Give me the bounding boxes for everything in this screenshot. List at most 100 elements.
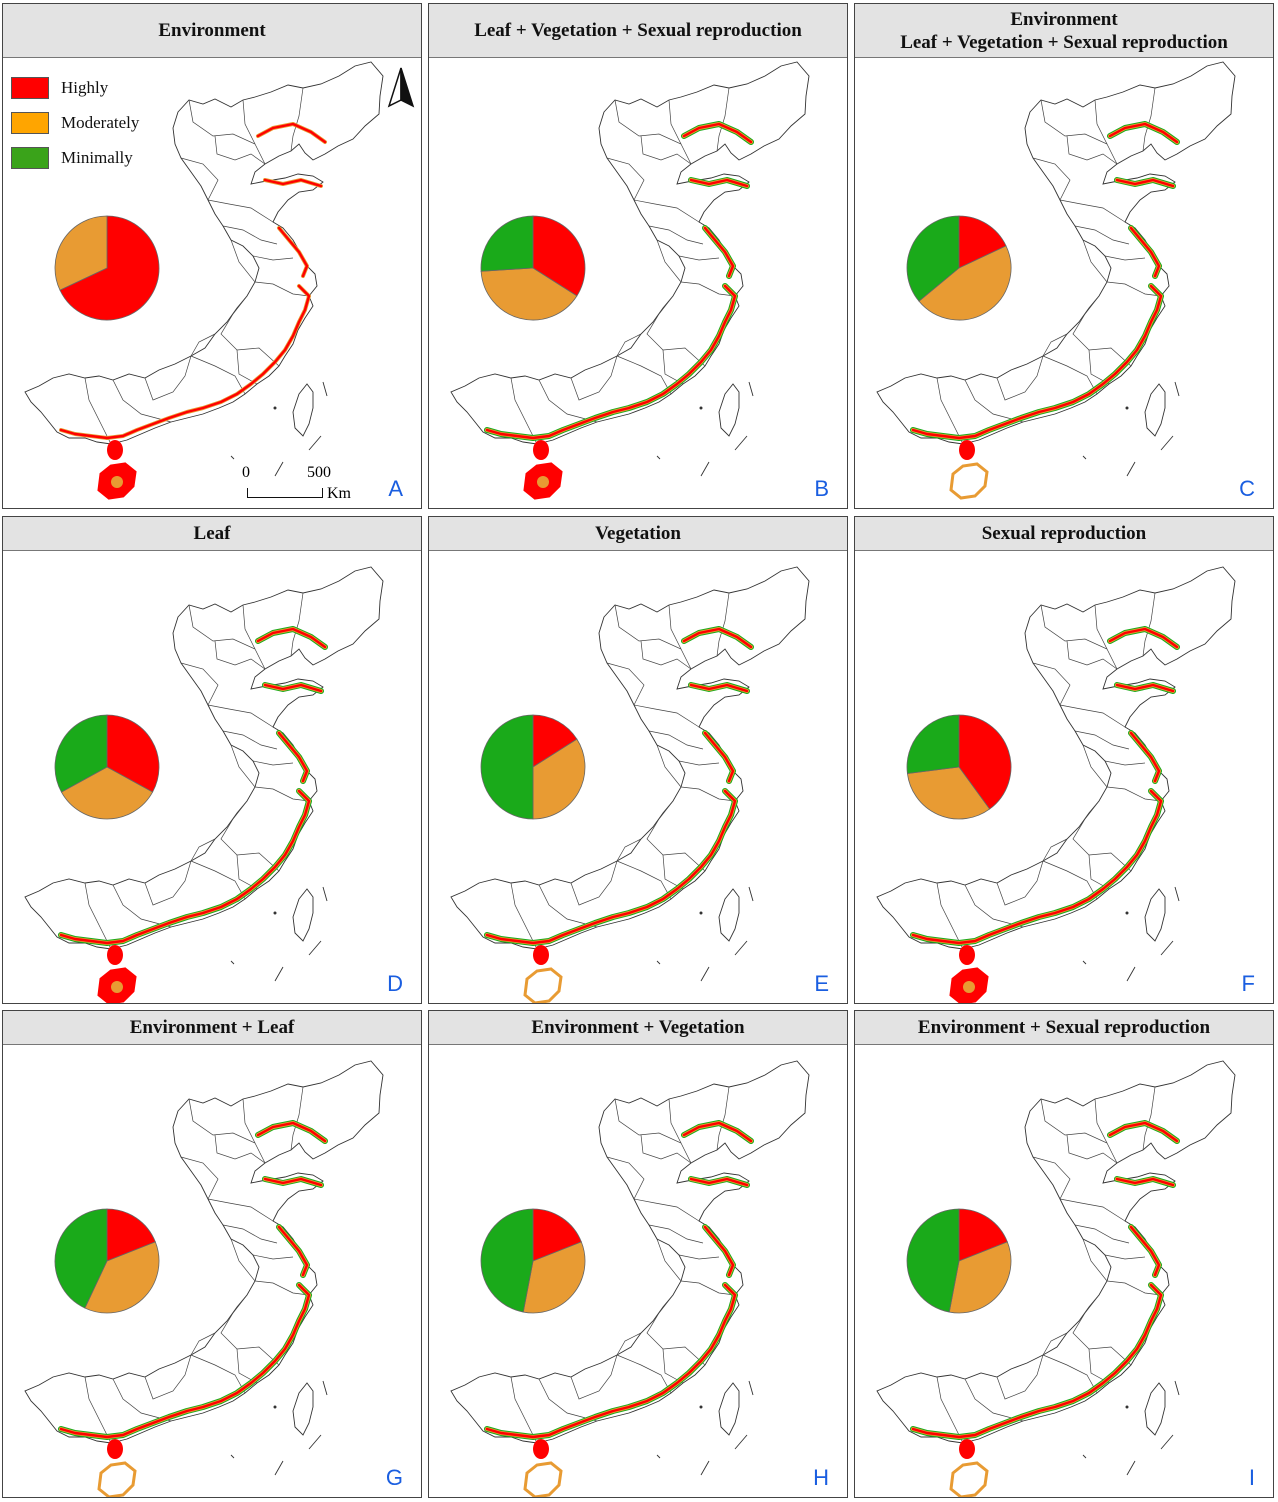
province-boundary <box>222 225 278 245</box>
panel-title-line: Sexual reproduction <box>981 523 1147 544</box>
scale-bar: 0 500 Km <box>239 464 369 504</box>
island-mark <box>1082 455 1087 460</box>
province-boundary <box>606 157 645 201</box>
map-panel-g: Environment + Leaf G <box>2 1010 422 1498</box>
province-boundary <box>264 155 280 165</box>
hainan-core <box>963 981 975 993</box>
province-boundary <box>538 1378 598 1422</box>
panel-title: Environment + Leaf <box>3 1011 421 1045</box>
province-boundary <box>690 1154 706 1164</box>
pie-slice-moderately <box>918 245 1012 321</box>
province-boundary <box>1042 1332 1068 1356</box>
province-boundary <box>190 355 246 395</box>
province-boundary <box>616 333 642 357</box>
province-boundary <box>242 604 256 650</box>
province-boundary <box>254 1280 310 1296</box>
taiwan-outline <box>1144 383 1166 437</box>
province-boundary <box>112 1378 172 1422</box>
province-boundary <box>264 1154 280 1164</box>
province-boundary <box>190 333 216 357</box>
pie-slice-minimally <box>906 1208 960 1313</box>
pie-slice-minimally <box>54 1208 108 1309</box>
province-boundary <box>668 1098 682 1144</box>
legend-item-moderately: Moderately <box>11 105 139 140</box>
pie-slice-moderately <box>948 1241 1012 1314</box>
province-boundary <box>188 604 266 670</box>
leizhou-suitability <box>107 945 123 965</box>
province-boundary <box>290 1086 304 1151</box>
island-mark <box>700 966 710 982</box>
hainan-core <box>111 981 123 993</box>
island-mark <box>230 1454 235 1459</box>
province-boundary <box>646 800 706 872</box>
panel-letter: C <box>1239 476 1255 501</box>
pie-chart <box>480 1208 586 1314</box>
province-boundary <box>1072 1294 1132 1366</box>
island-mark <box>274 1460 284 1476</box>
province-boundary <box>678 255 720 261</box>
island-mark <box>1082 960 1087 965</box>
island-mark <box>308 435 322 451</box>
island-mark <box>656 1454 661 1459</box>
panel-title: Environment + Sexual reproduction <box>855 1011 1273 1045</box>
province-boundary <box>538 379 598 423</box>
panel-title-line: Environment + Sexual reproduction <box>917 1017 1211 1038</box>
province-boundary <box>614 99 692 165</box>
province-boundary <box>230 744 256 788</box>
province-boundary <box>214 1134 266 1164</box>
suitability-band-highly <box>485 1121 753 1439</box>
pie-slice-highly <box>106 1208 156 1262</box>
map-panel-f: Sexual reproduction F <box>854 516 1274 1004</box>
suitability-band-highly <box>911 1121 1179 1439</box>
province-boundary <box>633 704 700 728</box>
province-boundary <box>1116 155 1132 165</box>
panel-title: Vegetation <box>429 517 847 551</box>
province-boundary <box>640 135 692 165</box>
province-boundary <box>648 1224 704 1244</box>
panel-title: Environment + Vegetation <box>429 1011 847 1045</box>
province-boundary <box>1042 838 1068 862</box>
panel-title-line: Leaf <box>193 523 231 544</box>
province-boundary <box>936 882 964 950</box>
legend-label: Minimally <box>61 147 133 167</box>
pie-chart <box>480 714 586 820</box>
province-boundary <box>640 1134 692 1164</box>
panel-title-line: Environment <box>158 20 266 41</box>
china-map <box>24 61 384 500</box>
province-boundary <box>996 355 1044 401</box>
pie-slice-moderately <box>84 1241 160 1314</box>
taiwan-outline <box>718 383 740 437</box>
island-mark <box>274 966 284 982</box>
pie-slice-highly <box>532 1208 582 1262</box>
province-boundary <box>1142 1086 1156 1151</box>
province-boundary <box>1032 662 1071 706</box>
island-mark <box>308 940 322 956</box>
scale-zero-label: 0 <box>242 464 250 481</box>
province-boundary <box>680 786 736 802</box>
province-boundary <box>144 1354 192 1400</box>
province-boundary <box>222 730 278 750</box>
scale-unit-label: Km <box>327 485 351 502</box>
suitability-band-highly <box>59 1121 327 1439</box>
island-mark <box>700 461 710 477</box>
province-boundary <box>1094 1098 1108 1144</box>
island-mark <box>1125 1405 1129 1409</box>
map-panel-a: Environment Highly Moderately Minimally … <box>2 3 422 509</box>
china-map <box>876 566 1236 1003</box>
province-boundary <box>252 255 294 261</box>
panel-title-line: Environment + Leaf <box>129 1017 295 1038</box>
province-boundary <box>606 662 645 706</box>
taiwan-outline <box>292 383 314 437</box>
island-mark <box>230 960 235 965</box>
province-boundary <box>1074 225 1130 245</box>
province-boundary <box>214 135 266 165</box>
taiwan-outline <box>718 1382 740 1436</box>
china-map <box>24 566 384 1003</box>
province-boundary <box>510 1376 538 1444</box>
province-boundary <box>1059 704 1126 728</box>
panel-letter: H <box>813 1465 829 1490</box>
panel-title: Environment Leaf + Vegetation + Sexual r… <box>855 4 1273 58</box>
leizhou-suitability <box>107 1439 123 1459</box>
panel-letter: E <box>814 971 829 996</box>
province-boundary <box>633 199 700 223</box>
